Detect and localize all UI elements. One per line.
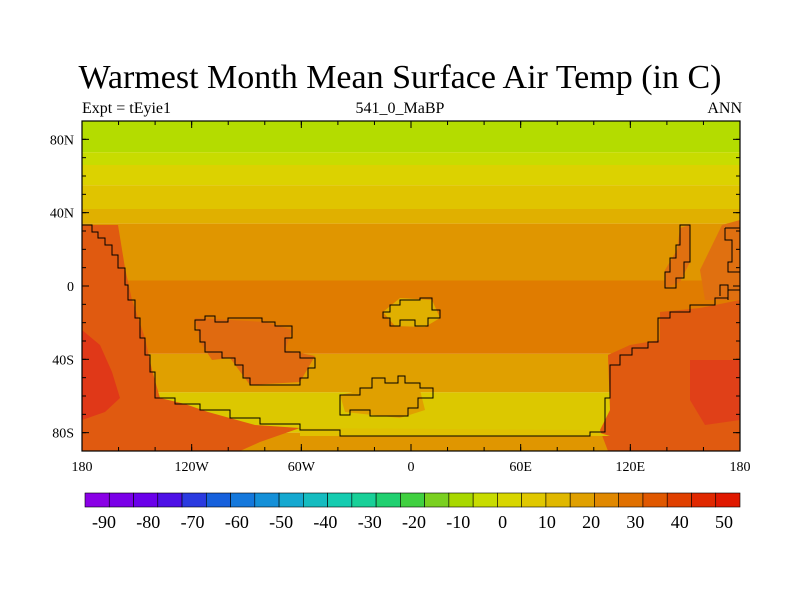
x-tick-label: 120W [175,460,210,475]
colorbar-label: 30 [626,512,644,532]
colorbar-label: 0 [498,512,507,532]
colorbar-swatch [303,492,328,508]
y-tick-label: 0 [67,280,74,295]
temperature-band-2 [82,165,740,186]
colorbar-label: 20 [582,512,600,532]
colorbar-swatch [327,492,353,508]
chart-title: Warmest Month Mean Surface Air Temp (in … [78,59,722,96]
colorbar-swatch [133,492,159,508]
colorbar-swatch [375,492,401,508]
season-label: ANN [707,100,742,117]
colorbar-swatch [254,492,280,508]
colorbar-swatch [691,492,717,508]
colorbar-swatch [108,492,134,508]
colorbar-swatch [230,492,256,508]
x-tick-label: 60W [288,460,316,475]
land-south-central [195,318,315,385]
coastline-island-north [664,224,691,289]
temperature-band-4 [82,209,740,224]
colorbar-label: -30 [358,512,382,532]
coastline-west [82,224,740,437]
subtitle-label: 541_0_MaBP [355,100,445,117]
colorbar-swatch [181,492,207,508]
colorbar-swatch [84,492,110,508]
temperature-band-3 [82,185,740,209]
land-west-coast-hot [82,330,120,420]
land-west-america [82,225,300,451]
x-tick-label: 0 [408,460,415,475]
temperature-band-1 [82,152,740,165]
colorbar-label: -50 [269,512,293,532]
colorbar-swatch [497,492,522,508]
colorbar-swatch [521,492,547,508]
colorbar-labels: -90 -80 -70 -60 -50 -40 -30 -20 -10 0 10 20 30 40 50 [92,512,733,532]
x-tick-label: 180 [730,460,751,475]
y-tick-label: 40N [50,207,74,222]
colorbar-swatch [594,492,620,508]
y-tick-label: 40S [52,353,74,368]
colorbar-label: -60 [225,512,249,532]
colorbar [84,492,741,508]
polar-strip [300,428,610,436]
colorbar-swatch [642,492,668,508]
colorbar-swatch [569,492,595,508]
colorbar-swatch [715,492,741,508]
coastline-east-upper [724,227,740,273]
colorbar-swatch [424,492,450,508]
colorbar-label: -20 [402,512,426,532]
colorbar-label: 10 [538,512,556,532]
x-tick-label: 60E [509,460,532,475]
coastline-island-center [382,297,441,327]
colorbar-swatch [351,492,377,508]
map-field [82,121,740,451]
land-east-coast-hot [690,360,740,425]
coastline-island-south [339,375,434,417]
axis-ticks [81,121,741,451]
experiment-label: Expt = tEyie1 [82,100,172,117]
coastline-east-south [719,284,729,300]
colorbar-label: -90 [92,512,116,532]
temperature-band-5 [82,223,740,281]
y-axis-labels: 80N 40N 0 40S 80S [50,133,74,441]
colorbar-label: -70 [181,512,205,532]
colorbar-swatch [278,492,304,508]
x-tick-label: 180 [72,460,93,475]
colorbar-swatch [448,492,474,508]
y-tick-label: 80S [52,427,74,442]
coastline-south-central [194,315,316,386]
colorbar-label: -80 [136,512,160,532]
colorbar-swatch [545,492,571,508]
colorbar-label: 50 [715,512,733,532]
coastlines [82,224,740,437]
colorbar-swatch [400,492,425,508]
x-axis-labels: 180 120W 60W 0 60E 120E 180 [72,460,751,475]
colorbar-swatch [472,492,498,508]
colorbar-swatch [666,492,692,508]
y-tick-label: 80N [50,133,74,148]
colorbar-swatch [205,492,231,508]
colorbar-swatch [618,492,644,508]
colorbar-label: -10 [446,512,470,532]
colorbar-label: -40 [313,512,337,532]
colorbar-label: 40 [671,512,689,532]
x-tick-label: 120E [616,460,646,475]
colorbar-swatch [157,492,183,508]
